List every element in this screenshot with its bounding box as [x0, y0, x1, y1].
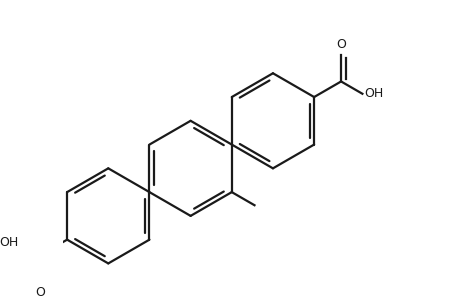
Text: OH: OH — [364, 87, 382, 100]
Text: O: O — [35, 285, 45, 298]
Text: OH: OH — [0, 236, 18, 249]
Text: O: O — [336, 38, 345, 51]
